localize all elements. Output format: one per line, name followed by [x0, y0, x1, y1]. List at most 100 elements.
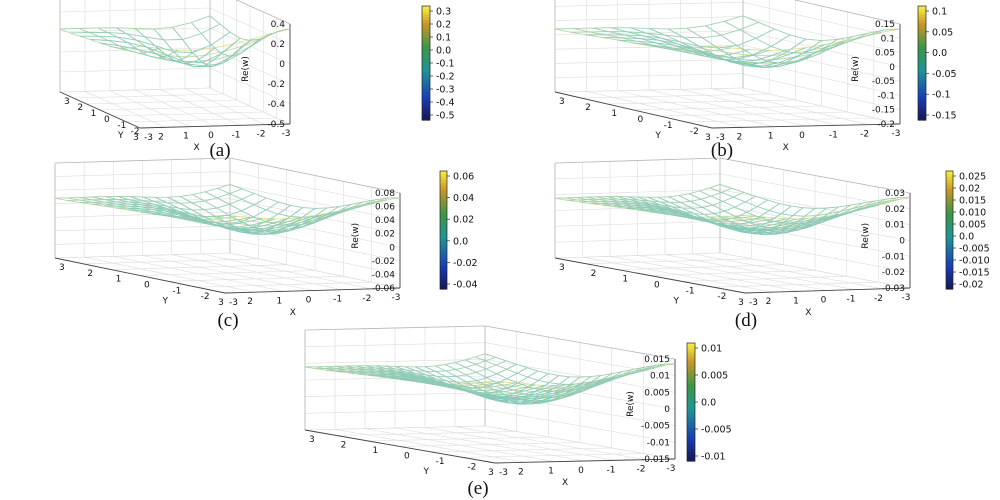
grid-line — [554, 87, 744, 93]
x-tick-label: 3 — [705, 133, 711, 143]
x-tick-label: -1 — [607, 465, 616, 475]
colorbar-segment — [422, 60, 430, 64]
colorbar-tick-label: 0.04 — [453, 193, 474, 204]
y-tick-label: -1 — [664, 121, 673, 131]
colorbar-tick-label: -0.02 — [453, 258, 478, 269]
colorbar-segment — [918, 94, 926, 98]
colorbar-segment — [687, 372, 695, 377]
colorbar-segment — [946, 238, 953, 243]
grid-line — [54, 225, 231, 232]
y-axis-line — [494, 458, 676, 464]
y-tick-label: 2 — [341, 441, 347, 451]
grid-line — [368, 436, 549, 442]
mesh-line — [190, 22, 272, 57]
z-tick-label: 0 — [889, 63, 895, 73]
z-axis-label: Re(w) — [851, 56, 861, 82]
grid-line — [171, 254, 342, 290]
colorbar-segment — [422, 11, 430, 16]
colorbar-tick-label: 0.005 — [959, 220, 986, 231]
mesh-line — [723, 20, 882, 54]
colorbar-segment — [422, 34, 430, 38]
colorbar-segment — [946, 215, 953, 219]
colorbar-tick-label: -0.04 — [453, 280, 478, 291]
colorbar-segment — [440, 250, 447, 255]
colorbar-segment — [440, 203, 447, 207]
x-axis-line — [554, 91, 713, 129]
colorbar-segment — [687, 440, 695, 444]
mesh-line — [709, 187, 900, 217]
mesh-line — [554, 183, 721, 199]
y-tick-label: -2 — [690, 127, 699, 137]
surface-mesh-b — [554, 15, 901, 69]
colorbar-segment — [918, 40, 926, 44]
axis-edge — [235, 0, 291, 25]
mesh-line — [614, 203, 780, 227]
y-tick-label: -2 — [131, 127, 140, 137]
colorbar-segment — [687, 369, 695, 374]
grid-line — [692, 253, 883, 290]
colorbar-segment — [918, 48, 926, 53]
mesh-line — [59, 15, 211, 30]
colorbar-segment — [440, 241, 447, 246]
colorbar-tick-label: -0.2 — [436, 72, 455, 83]
colorbar-segment — [422, 80, 430, 84]
y-tick-label: 2 — [77, 103, 83, 113]
colorbar-segment — [687, 390, 695, 394]
y-tick-label: 3 — [559, 263, 565, 273]
grid-line — [586, 258, 752, 265]
y-axis-line — [224, 287, 401, 294]
y-tick-label: 3 — [64, 97, 70, 107]
y-tick-label: 1 — [372, 446, 378, 456]
colorbar-segment — [918, 20, 926, 24]
grid-line — [742, 59, 901, 96]
colorbar-segment — [918, 54, 926, 58]
subplot-d: 0.03 0.02 0.01 0 -0.01 -0.02 -0.03 Re(w) -3 -2 -1 0… — [500, 157, 990, 333]
caption-c: (c) — [217, 310, 239, 331]
colorbar-segment — [687, 434, 695, 438]
grid-line — [554, 189, 721, 195]
y-tick-label: -1 — [172, 286, 181, 296]
colorbar-segment — [687, 363, 695, 368]
colorbar-segment — [687, 366, 695, 371]
grid-line — [59, 87, 211, 93]
y-tick-label: -2 — [201, 292, 210, 302]
x-tick-label: 2 — [736, 132, 742, 142]
colorbar-segment — [946, 221, 953, 225]
colorbar-segment — [687, 455, 695, 459]
colorbar-segment — [918, 111, 926, 115]
z-axis-label: Re(w) — [626, 391, 636, 417]
colorbar-segment — [440, 253, 447, 258]
colorbar-segment — [422, 54, 430, 58]
mesh-line — [89, 37, 241, 64]
colorbar-segment — [440, 256, 447, 261]
x-tick-label: 0 — [306, 296, 312, 306]
mesh-line — [69, 23, 221, 41]
colorbar-segment — [687, 360, 695, 365]
mesh-line — [79, 193, 255, 211]
colorbar-segment — [422, 114, 430, 118]
grid-line — [554, 59, 744, 64]
colorbar-segment — [440, 215, 447, 219]
z-tick-label: -0.03 — [882, 284, 905, 294]
x-tick-label: -2 — [860, 130, 869, 140]
grid-line — [742, 30, 901, 68]
y-axis-label: Y — [117, 131, 124, 141]
x-tick-label: -2 — [257, 130, 266, 140]
x-tick-label: -1 — [847, 295, 856, 305]
colorbar-tick-label: -0.005 — [959, 244, 990, 255]
colorbar-segment — [687, 410, 695, 415]
z-tick-label: 0 — [664, 405, 670, 415]
x-tick-label: -3 — [892, 129, 901, 139]
z-axis-label: Re(w) — [241, 56, 251, 82]
x-tick-label: -3 — [282, 129, 291, 139]
z-tick-label: 0 — [389, 243, 395, 253]
grid-line — [229, 252, 401, 289]
x-tick-label: -2 — [637, 465, 646, 475]
z-tick-label: -0.02 — [372, 257, 395, 267]
x-tick-label: 2 — [766, 297, 772, 307]
colorbar-segment — [687, 387, 695, 391]
colorbar-segment — [687, 437, 695, 441]
y-tick-label: -3 — [229, 298, 238, 308]
z-tick-label: -0.02 — [882, 268, 905, 278]
mesh-line — [134, 28, 216, 65]
